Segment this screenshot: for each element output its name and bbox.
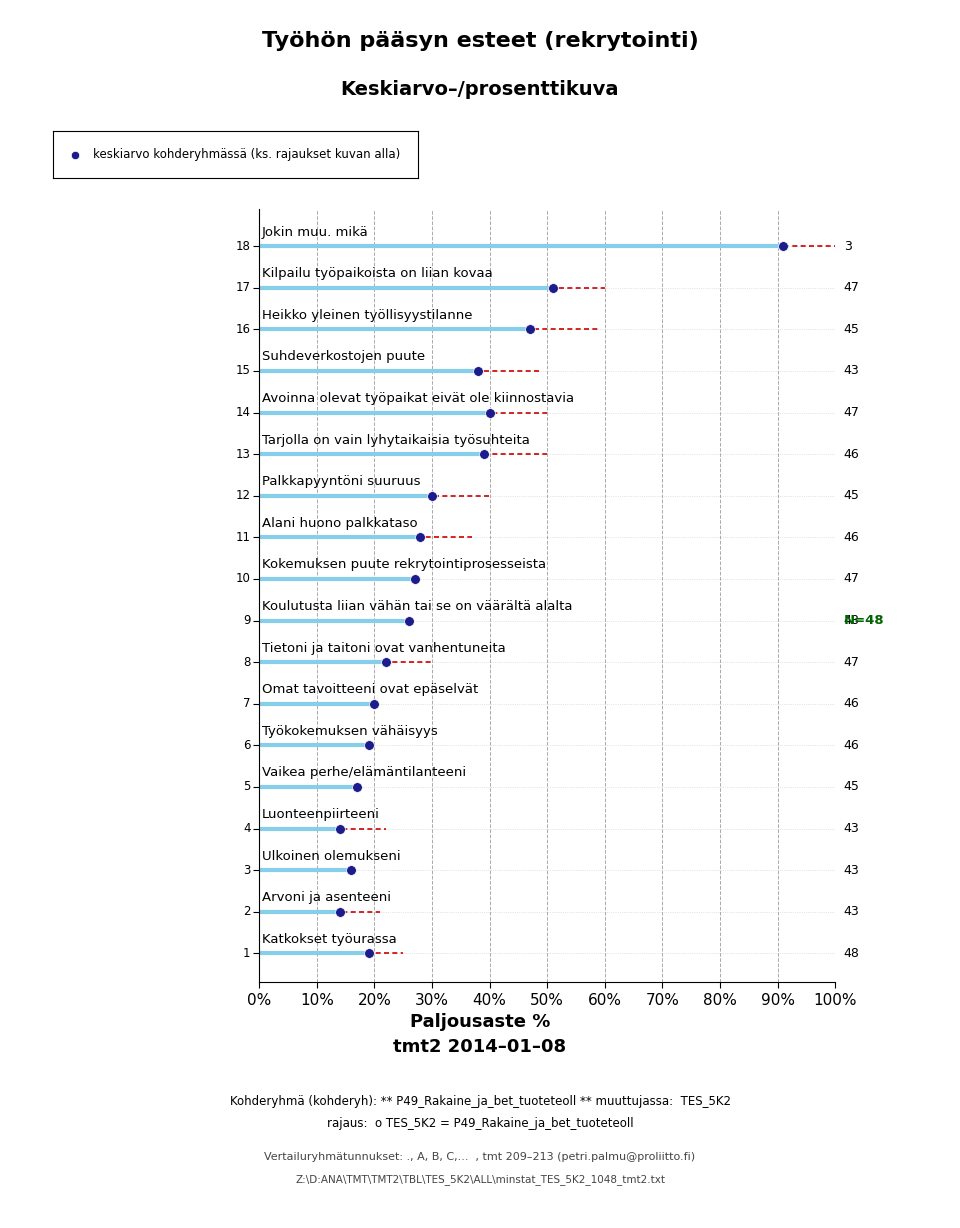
Text: Avoinna olevat työpaikat eivät ole kiinnostavia: Avoinna olevat työpaikat eivät ole kiinn… [262,392,574,405]
Text: 8: 8 [243,656,251,668]
Text: Z:\D:ANA\TMT\TMT2\TBL\TES_5K2\ALL\minstat_TES_5K2_1048_tmt2.txt: Z:\D:ANA\TMT\TMT2\TBL\TES_5K2\ALL\minsta… [295,1174,665,1185]
Text: keskiarvo kohderyhmässä (ks. rajaukset kuvan alla): keskiarvo kohderyhmässä (ks. rajaukset k… [93,149,400,161]
Text: 18: 18 [236,239,251,253]
Text: 9: 9 [243,614,251,628]
Text: Kohderyhmä (kohderyh): ** P49_Rakaine_ja_bet_tuoteteoll ** muuttujassa:  TES_5K2: Kohderyhmä (kohderyh): ** P49_Rakaine_ja… [229,1095,731,1109]
Text: 46: 46 [844,448,859,460]
Text: 43: 43 [844,863,859,877]
Text: Kokemuksen puute rekrytointiprosesseista: Kokemuksen puute rekrytointiprosesseista [262,559,546,571]
Text: 7: 7 [243,698,251,710]
Text: Suhdeverkostojen puute: Suhdeverkostojen puute [262,350,425,363]
Text: Tietoni ja taitoni ovat vanhentuneita: Tietoni ja taitoni ovat vanhentuneita [262,642,506,655]
Text: Paljousaste %
tmt2 2014–01–08: Paljousaste % tmt2 2014–01–08 [394,1013,566,1056]
Text: 43: 43 [844,822,859,835]
Text: 6: 6 [243,739,251,752]
Text: Vaikea perhe/elämäntilanteeni: Vaikea perhe/elämäntilanteeni [262,766,467,780]
Text: 16: 16 [235,323,251,336]
Text: Työkokemuksen vähäisyys: Työkokemuksen vähäisyys [262,725,438,738]
Text: 48: 48 [844,947,860,960]
Text: 15: 15 [236,365,251,377]
Text: 45: 45 [844,323,860,336]
Text: 43: 43 [844,365,859,377]
Text: Jokin muu. mikä: Jokin muu. mikä [262,226,369,238]
Text: Keskiarvo–/prosenttikuva: Keskiarvo–/prosenttikuva [341,80,619,98]
Text: Heikko yleinen työllisyystilanne: Heikko yleinen työllisyystilanne [262,309,472,322]
Text: 45: 45 [844,781,860,793]
Text: 43: 43 [844,905,859,919]
Text: Tarjolla on vain lyhytaikaisia työsuhteita: Tarjolla on vain lyhytaikaisia työsuhtei… [262,433,530,447]
Text: 5: 5 [243,781,251,793]
Text: 13: 13 [236,448,251,460]
Text: 47: 47 [844,572,860,586]
Text: Työhön pääsyn esteet (rekrytointi): Työhön pääsyn esteet (rekrytointi) [262,31,698,50]
Text: 47: 47 [844,281,860,295]
Text: Ulkoinen olemukseni: Ulkoinen olemukseni [262,850,400,862]
Text: 17: 17 [235,281,251,295]
Text: Alani huono palkkataso: Alani huono palkkataso [262,517,418,529]
Text: 45: 45 [844,489,860,502]
Text: Luonteenpiirteeni: Luonteenpiirteeni [262,808,380,822]
Text: 46: 46 [844,530,859,544]
Text: 1: 1 [243,947,251,960]
Text: 12: 12 [235,489,251,502]
Text: 4: 4 [243,822,251,835]
Text: 14: 14 [235,406,251,419]
Text: 11: 11 [235,530,251,544]
Text: N=48: N=48 [844,614,884,628]
Text: 47: 47 [844,656,860,668]
Text: 3: 3 [243,863,251,877]
Text: Omat tavoitteeni ovat epäselvät: Omat tavoitteeni ovat epäselvät [262,683,478,696]
Text: Koulutusta liian vähän tai se on väärältä alalta: Koulutusta liian vähän tai se on väärält… [262,600,572,613]
Text: 46: 46 [844,698,859,710]
Text: Vertailuryhmätunnukset: ., A, B, C,...  , tmt 209–213 (petri.palmu@proliitto.fi): Vertailuryhmätunnukset: ., A, B, C,... ,… [264,1152,696,1162]
Text: Katkokset työurassa: Katkokset työurassa [262,933,396,946]
Text: 10: 10 [236,572,251,586]
Text: rajaus:  o TES_5K2 = P49_Rakaine_ja_bet_tuoteteoll: rajaus: o TES_5K2 = P49_Rakaine_ja_bet_t… [326,1117,634,1131]
Text: 47: 47 [844,406,860,419]
Text: Arvoni ja asenteeni: Arvoni ja asenteeni [262,892,391,904]
Text: 46: 46 [844,739,859,752]
Text: 48: 48 [844,614,860,628]
Text: 2: 2 [243,905,251,919]
Text: Palkkapyyntöni suuruus: Palkkapyyntöni suuruus [262,475,420,489]
Text: Kilpailu työpaikoista on liian kovaa: Kilpailu työpaikoista on liian kovaa [262,268,492,280]
Text: 3: 3 [844,239,852,253]
